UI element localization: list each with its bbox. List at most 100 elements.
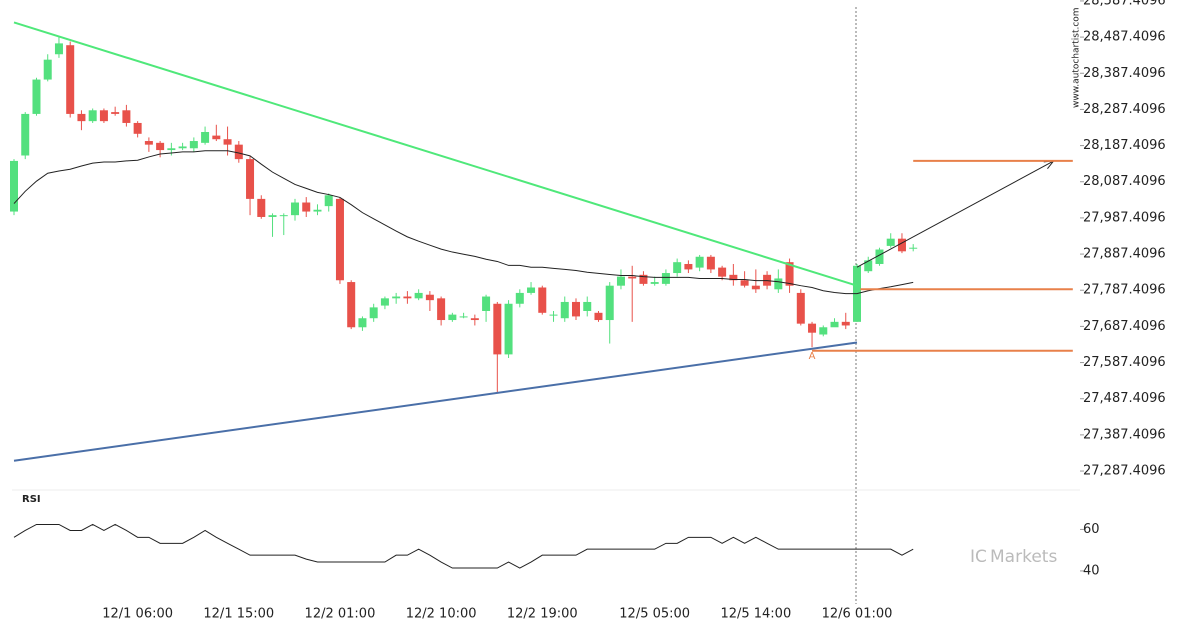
y-tick-label: 27,987.4096 <box>1083 210 1166 225</box>
moving-average <box>13 150 914 295</box>
candle-body <box>718 267 727 277</box>
candle-body <box>650 282 659 284</box>
candle-body <box>156 142 165 151</box>
candle-body <box>324 195 333 207</box>
candle-body <box>347 282 356 328</box>
y-tick-label: 28,187.4096 <box>1083 138 1166 153</box>
candle-body <box>99 110 108 122</box>
candle-body <box>628 276 637 279</box>
candle-body <box>830 321 839 328</box>
logo-name: Markets <box>990 547 1057 567</box>
y-tick-label: 28,487.4096 <box>1083 30 1166 45</box>
candle-body <box>616 276 625 286</box>
trend-line <box>13 341 858 462</box>
candle-body <box>470 318 479 321</box>
candle-body <box>437 298 446 321</box>
candle-body <box>335 198 344 281</box>
annotation: A <box>809 351 816 362</box>
candle-body <box>560 301 569 319</box>
candle-body <box>77 113 86 122</box>
y-tick-label: 28,087.4096 <box>1083 174 1166 189</box>
trend-line <box>13 21 858 287</box>
candle-body <box>43 59 52 80</box>
candle-body <box>527 287 536 293</box>
rsi-line <box>13 523 914 569</box>
x-tick-label: 12/5 05:00 <box>619 607 690 622</box>
candle-body <box>594 312 603 321</box>
rsi-title: RSI <box>22 494 41 505</box>
candle-body <box>403 296 412 299</box>
x-tick-label: 12/2 10:00 <box>406 607 477 622</box>
candle-body <box>313 209 322 212</box>
candle-body <box>796 292 805 324</box>
rsi-tick-label: 40 <box>1083 563 1100 578</box>
candle-body <box>504 303 513 355</box>
y-tick-label: 27,887.4096 <box>1083 247 1166 262</box>
x-tick-label: 12/1 15:00 <box>203 607 274 622</box>
x-tick-label: 12/1 06:00 <box>102 607 173 622</box>
y-tick-label: 28,387.4096 <box>1083 66 1166 81</box>
candle-body <box>897 238 906 252</box>
candle-body <box>706 256 715 270</box>
candle-body <box>864 260 873 272</box>
candle-body <box>392 296 401 299</box>
candle-body <box>785 262 794 286</box>
y-tick-label: 27,587.4096 <box>1083 355 1166 370</box>
candle-body <box>909 247 918 249</box>
candle-body <box>515 292 524 304</box>
candle-body <box>246 159 255 199</box>
candle-body <box>369 307 378 319</box>
candle-body <box>841 321 850 326</box>
candle-body <box>695 256 704 268</box>
y-tick-label: 27,287.4096 <box>1083 464 1166 479</box>
candle-body <box>21 113 30 156</box>
candle-body <box>167 148 176 151</box>
candle-body <box>302 202 311 212</box>
y-tick-label: 28,287.4096 <box>1083 102 1166 117</box>
candle-body <box>144 141 153 145</box>
candle-body <box>684 263 693 270</box>
candle-body <box>583 301 592 311</box>
rsi-tick-label: 60 <box>1083 522 1100 537</box>
candle-body <box>66 45 75 114</box>
x-tick-label: 12/6 01:00 <box>822 607 893 622</box>
candle-body <box>111 112 120 114</box>
candle-body <box>414 292 423 299</box>
candle-body <box>572 301 580 317</box>
trend-line <box>856 160 1054 268</box>
candle-body <box>459 316 468 318</box>
candle-body <box>32 79 41 114</box>
y-tick-label: 28,587.4096 <box>1083 0 1166 8</box>
candle-body <box>886 238 895 246</box>
candle-body <box>482 296 491 311</box>
candle-body <box>448 314 457 321</box>
candle-body <box>88 110 97 122</box>
y-tick-label: 27,687.4096 <box>1083 319 1166 334</box>
candle-body <box>223 139 232 145</box>
candle-body <box>10 160 18 212</box>
candle-body <box>380 298 389 306</box>
candle-body <box>673 262 682 274</box>
logo-prefix: IC <box>970 547 987 567</box>
candle-body <box>605 285 614 321</box>
candle-body <box>819 327 828 335</box>
y-tick-label: 27,787.4096 <box>1083 283 1166 298</box>
candle-body <box>875 249 884 264</box>
candle-body <box>268 215 277 217</box>
candle-body <box>358 318 367 328</box>
y-tick-label: 27,487.4096 <box>1083 391 1166 406</box>
candle-body <box>808 323 817 333</box>
candle-body <box>291 202 299 216</box>
candle-body <box>54 43 63 55</box>
candle-body <box>538 287 547 313</box>
candle-body <box>774 278 783 290</box>
candle-body <box>549 314 558 316</box>
x-tick-label: 12/2 19:00 <box>507 607 578 622</box>
y-tick-label: 27,387.4096 <box>1083 427 1166 442</box>
candle-body <box>740 280 749 286</box>
candle-body <box>212 135 221 140</box>
candle-body <box>425 294 434 301</box>
candle-body <box>201 131 210 143</box>
x-tick-label: 12/5 14:00 <box>720 607 791 622</box>
